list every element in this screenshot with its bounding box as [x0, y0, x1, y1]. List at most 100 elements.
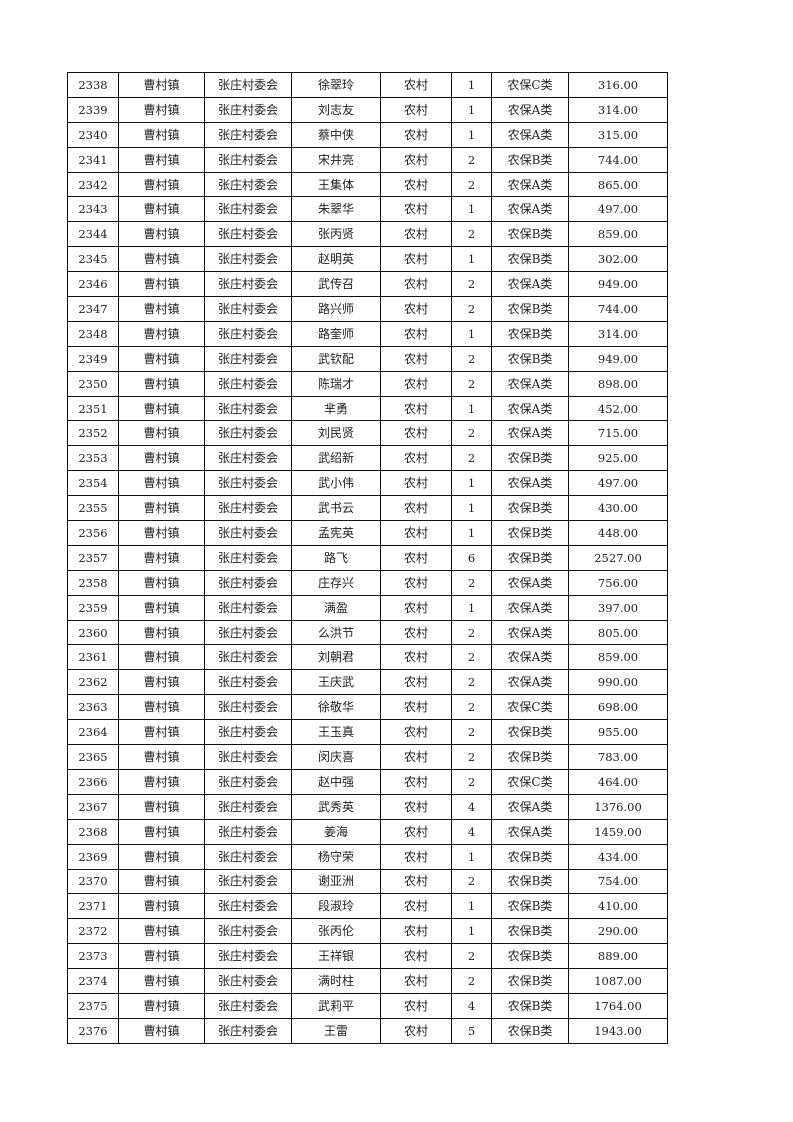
amount-cell: 955.00	[568, 719, 668, 746]
row-number-cell: 2362	[67, 669, 119, 696]
table-row: 2368 曹村镇 张庄村委会 姜海 农村 4 农保A类 1459.00	[67, 818, 668, 845]
person-name-cell: 武书云	[291, 495, 381, 522]
insurance-category-cell: 农保A类	[491, 395, 569, 422]
person-name-cell: 武小伟	[291, 470, 381, 497]
household-count-cell: 1	[451, 495, 492, 522]
row-number-cell: 2370	[67, 868, 119, 895]
insurance-category-cell: 农保C类	[491, 72, 569, 98]
table-row: 2372 曹村镇 张庄村委会 张丙伦 农村 1 农保B类 290.00	[67, 918, 668, 945]
insurance-category-cell: 农保C类	[491, 694, 569, 721]
person-name-cell: 闵庆喜	[291, 744, 381, 770]
person-name-cell: 谢亚洲	[291, 868, 381, 895]
table-row: 2339 曹村镇 张庄村委会 刘志友 农村 1 农保A类 314.00	[67, 96, 668, 123]
person-name-cell: 姜海	[291, 818, 381, 845]
person-name-cell: 武秀英	[291, 793, 381, 820]
town-cell: 曹村镇	[118, 420, 205, 447]
household-count-cell: 1	[451, 843, 492, 870]
area-type-cell: 农村	[380, 644, 452, 671]
area-type-cell: 农村	[380, 918, 452, 945]
household-count-cell: 2	[451, 345, 492, 372]
row-number-cell: 2359	[67, 594, 119, 621]
household-count-cell: 1	[451, 246, 492, 273]
insurance-category-cell: 农保A类	[491, 619, 569, 646]
row-number-cell: 2342	[67, 171, 119, 198]
town-cell: 曹村镇	[118, 918, 205, 945]
town-cell: 曹村镇	[118, 818, 205, 845]
insurance-category-cell: 农保B类	[491, 943, 569, 970]
area-type-cell: 农村	[380, 694, 452, 721]
village-committee-cell: 张庄村委会	[204, 171, 292, 198]
amount-cell: 497.00	[568, 196, 668, 223]
town-cell: 曹村镇	[118, 121, 205, 148]
area-type-cell: 农村	[380, 271, 452, 298]
table-row: 2363 曹村镇 张庄村委会 徐敬华 农村 2 农保C类 698.00	[67, 694, 668, 721]
row-number-cell: 2358	[67, 569, 119, 596]
insurance-category-cell: 农保A类	[491, 271, 569, 298]
insurance-category-cell: 农保A类	[491, 121, 569, 148]
person-name-cell: 徐翠玲	[291, 72, 381, 98]
household-count-cell: 1	[451, 594, 492, 621]
village-committee-cell: 张庄村委会	[204, 843, 292, 870]
area-type-cell: 农村	[380, 470, 452, 497]
amount-cell: 865.00	[568, 171, 668, 198]
table-row: 2373 曹村镇 张庄村委会 王祥银 农村 2 农保B类 889.00	[67, 943, 668, 970]
town-cell: 曹村镇	[118, 246, 205, 273]
village-committee-cell: 张庄村委会	[204, 520, 292, 546]
table-row: 2338 曹村镇 张庄村委会 徐翠玲 农村 1 农保C类 316.00	[67, 72, 668, 98]
insurance-category-cell: 农保B类	[491, 221, 569, 248]
table-row: 2376 曹村镇 张庄村委会 王雷 农村 5 农保B类 1943.00	[67, 1017, 668, 1044]
town-cell: 曹村镇	[118, 72, 205, 98]
amount-cell: 805.00	[568, 619, 668, 646]
amount-cell: 316.00	[568, 72, 668, 98]
row-number-cell: 2365	[67, 744, 119, 770]
table-row: 2367 曹村镇 张庄村委会 武秀英 农村 4 农保A类 1376.00	[67, 793, 668, 820]
row-number-cell: 2345	[67, 246, 119, 273]
household-count-cell: 2	[451, 370, 492, 397]
household-count-cell: 2	[451, 420, 492, 447]
row-number-cell: 2376	[67, 1017, 119, 1044]
village-committee-cell: 张庄村委会	[204, 370, 292, 397]
row-number-cell: 2367	[67, 793, 119, 820]
household-count-cell: 2	[451, 694, 492, 721]
insurance-category-cell: 农保B类	[491, 868, 569, 895]
household-count-cell: 2	[451, 271, 492, 298]
area-type-cell: 农村	[380, 619, 452, 646]
row-number-cell: 2375	[67, 992, 119, 1019]
area-type-cell: 农村	[380, 370, 452, 397]
person-name-cell: 宋井亮	[291, 146, 381, 173]
person-name-cell: 庄存兴	[291, 569, 381, 596]
amount-cell: 314.00	[568, 320, 668, 347]
amount-cell: 315.00	[568, 121, 668, 148]
amount-cell: 698.00	[568, 694, 668, 721]
household-count-cell: 1	[451, 520, 492, 546]
town-cell: 曹村镇	[118, 544, 205, 571]
household-count-cell: 2	[451, 171, 492, 198]
insurance-category-cell: 农保C类	[491, 768, 569, 795]
village-committee-cell: 张庄村委会	[204, 943, 292, 970]
area-type-cell: 农村	[380, 520, 452, 546]
amount-cell: 1764.00	[568, 992, 668, 1019]
town-cell: 曹村镇	[118, 221, 205, 248]
household-count-cell: 1	[451, 470, 492, 497]
insurance-category-cell: 农保B类	[491, 296, 569, 322]
row-number-cell: 2360	[67, 619, 119, 646]
person-name-cell: 武莉平	[291, 992, 381, 1019]
area-type-cell: 农村	[380, 72, 452, 98]
insurance-category-cell: 农保B类	[491, 345, 569, 372]
amount-cell: 859.00	[568, 644, 668, 671]
amount-cell: 898.00	[568, 370, 668, 397]
village-committee-cell: 张庄村委会	[204, 868, 292, 895]
household-count-cell: 2	[451, 296, 492, 322]
amount-cell: 925.00	[568, 445, 668, 472]
town-cell: 曹村镇	[118, 768, 205, 795]
town-cell: 曹村镇	[118, 96, 205, 123]
person-name-cell: 路飞	[291, 544, 381, 571]
table-row: 2346 曹村镇 张庄村委会 武传召 农村 2 农保A类 949.00	[67, 271, 668, 298]
person-name-cell: 孟宪英	[291, 520, 381, 546]
town-cell: 曹村镇	[118, 744, 205, 770]
town-cell: 曹村镇	[118, 395, 205, 422]
amount-cell: 434.00	[568, 843, 668, 870]
amount-cell: 410.00	[568, 893, 668, 920]
area-type-cell: 农村	[380, 793, 452, 820]
household-count-cell: 2	[451, 768, 492, 795]
